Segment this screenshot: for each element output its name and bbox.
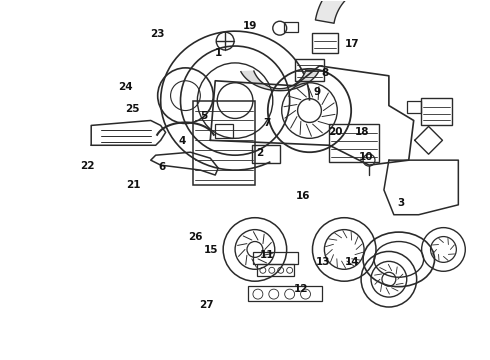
Text: 8: 8 <box>321 68 329 78</box>
Bar <box>257 264 294 276</box>
Bar <box>253 252 297 264</box>
Text: 1: 1 <box>215 48 222 58</box>
Bar <box>194 100 255 185</box>
Text: 16: 16 <box>296 191 311 201</box>
Text: 3: 3 <box>397 198 404 208</box>
Text: 12: 12 <box>294 284 308 294</box>
Text: 14: 14 <box>344 257 359 267</box>
Text: 9: 9 <box>314 87 320 98</box>
Bar <box>215 125 233 138</box>
Text: 5: 5 <box>200 111 207 121</box>
Text: 23: 23 <box>150 28 165 39</box>
Text: 18: 18 <box>354 127 369 137</box>
Bar <box>284 22 297 32</box>
Text: 13: 13 <box>316 257 330 267</box>
Text: 10: 10 <box>359 152 374 162</box>
Text: 7: 7 <box>263 118 270 128</box>
Bar <box>294 59 324 81</box>
Bar <box>252 145 280 163</box>
Text: 11: 11 <box>260 250 274 260</box>
PathPatch shape <box>316 0 371 23</box>
Text: 6: 6 <box>159 162 166 172</box>
Text: 24: 24 <box>119 82 133 92</box>
Bar <box>248 286 322 301</box>
Text: 20: 20 <box>328 127 342 137</box>
Bar <box>313 33 338 53</box>
Text: 21: 21 <box>126 180 141 190</box>
Text: 15: 15 <box>204 245 218 255</box>
PathPatch shape <box>241 71 319 91</box>
Text: 4: 4 <box>178 136 186 146</box>
Bar <box>329 125 379 162</box>
Text: 19: 19 <box>243 21 257 31</box>
Text: 17: 17 <box>344 39 359 49</box>
Text: 26: 26 <box>188 232 203 242</box>
Text: 27: 27 <box>199 300 214 310</box>
Text: 2: 2 <box>256 148 263 158</box>
Bar <box>407 100 420 113</box>
Bar <box>420 98 452 125</box>
Text: 25: 25 <box>125 104 140 113</box>
Text: 22: 22 <box>80 161 94 171</box>
